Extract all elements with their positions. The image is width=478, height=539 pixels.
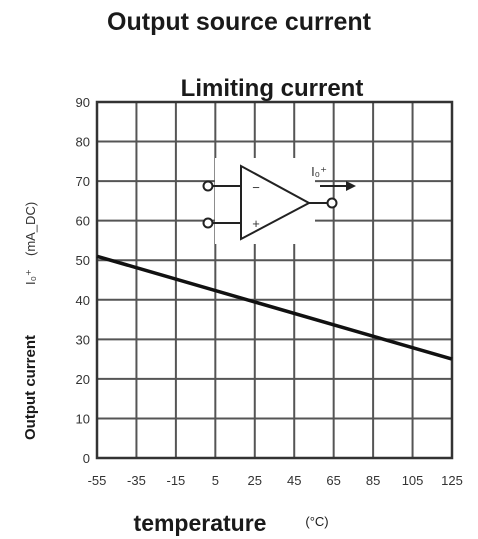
y-tick-label: 10 — [76, 411, 90, 426]
output-current-arrowhead — [346, 181, 356, 191]
y-tick-label: 0 — [83, 451, 90, 466]
chart-series-layer — [96, 254, 453, 361]
y-tick-label: 30 — [76, 332, 90, 347]
plot-frame — [95, 100, 454, 460]
y-tick-label: 60 — [76, 214, 90, 229]
output-terminal — [326, 197, 338, 209]
x-tick-label: -55 — [88, 473, 107, 488]
series-line — [96, 254, 453, 361]
y-tick-label: 50 — [76, 253, 90, 268]
x-tick-label: -35 — [127, 473, 146, 488]
x-tick-label: 65 — [326, 473, 340, 488]
op-amp-triangle — [240, 164, 312, 241]
output-current-label: I₀⁺ — [311, 164, 327, 179]
page-title: Output source current — [107, 8, 371, 36]
tick-labels: -55 -35 -15 5 25 45 65 85 105 125 0 10 20 30 40 50 60 70 8… — [76, 95, 463, 488]
noninverting-input-label: + — [252, 216, 260, 231]
x-axis-unit: (°C) — [305, 514, 328, 529]
op-amp-inset: − + I₀⁺ — [202, 158, 356, 244]
y-tick-label: 90 — [76, 95, 90, 110]
x-tick-label: -15 — [166, 473, 185, 488]
x-tick-label: 125 — [441, 473, 463, 488]
x-tick-label: 25 — [248, 473, 262, 488]
x-tick-label: 5 — [212, 473, 219, 488]
y-tick-label: 20 — [76, 372, 90, 387]
y-axis-label: Output current — [22, 335, 39, 440]
x-tick-label: 85 — [366, 473, 380, 488]
chart-title: Limiting current — [181, 75, 364, 102]
x-tick-label: 105 — [402, 473, 424, 488]
y-tick-label: 70 — [76, 174, 90, 189]
chart-grid — [95, 100, 454, 460]
inverting-input-label: − — [252, 180, 260, 195]
y-tick-label: 80 — [76, 135, 90, 150]
x-axis-label: temperature — [134, 510, 267, 536]
y-axis-unit-symbol: I₀⁺ — [23, 269, 38, 285]
noninverting-input-terminal — [202, 217, 214, 229]
y-axis-unit: (mA_DC) — [23, 202, 38, 256]
inverting-input-terminal — [202, 180, 214, 192]
x-tick-label: 45 — [287, 473, 301, 488]
y-tick-label: 40 — [76, 293, 90, 308]
